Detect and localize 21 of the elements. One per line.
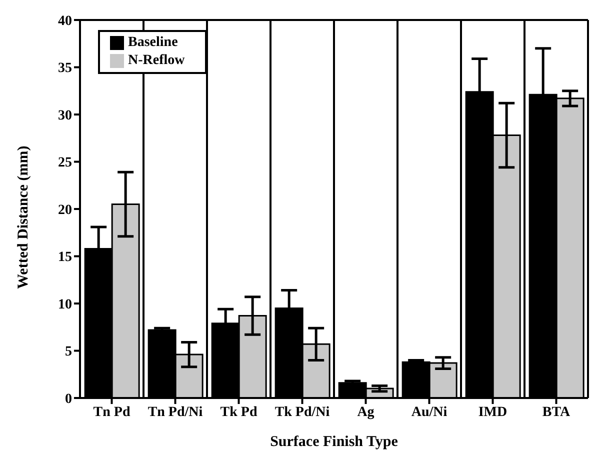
y-tick-label: 10: [58, 297, 72, 312]
x-axis-title: Surface Finish Type: [270, 434, 398, 450]
x-tick-label: Ag: [357, 404, 374, 420]
x-tick-label: Tn Pd/Ni: [148, 404, 203, 420]
x-tick-label: Tk Pd/Ni: [274, 404, 330, 420]
y-tick-label: 40: [58, 14, 72, 29]
x-tick-label: Tk Pd: [220, 404, 258, 420]
y-axis-title: Wetted Distance (mm): [15, 146, 32, 289]
x-tick-label: IMD: [478, 404, 508, 420]
y-tick-label: 20: [58, 202, 72, 218]
y-tick-label: 35: [58, 61, 72, 76]
x-tick-label: Tn Pd: [93, 404, 130, 420]
y-tick-label: 5: [65, 344, 72, 360]
legend-label: N-Reflow: [128, 53, 185, 68]
legend-label: Baseline: [128, 35, 178, 50]
x-tick-label: BTA: [542, 404, 572, 420]
y-tick-label: 0: [65, 392, 72, 407]
y-tick-label: 25: [58, 156, 72, 171]
y-tick-label: 15: [58, 250, 72, 266]
x-tick-label: Au/Ni: [411, 404, 448, 420]
y-tick-label: 30: [58, 108, 72, 124]
